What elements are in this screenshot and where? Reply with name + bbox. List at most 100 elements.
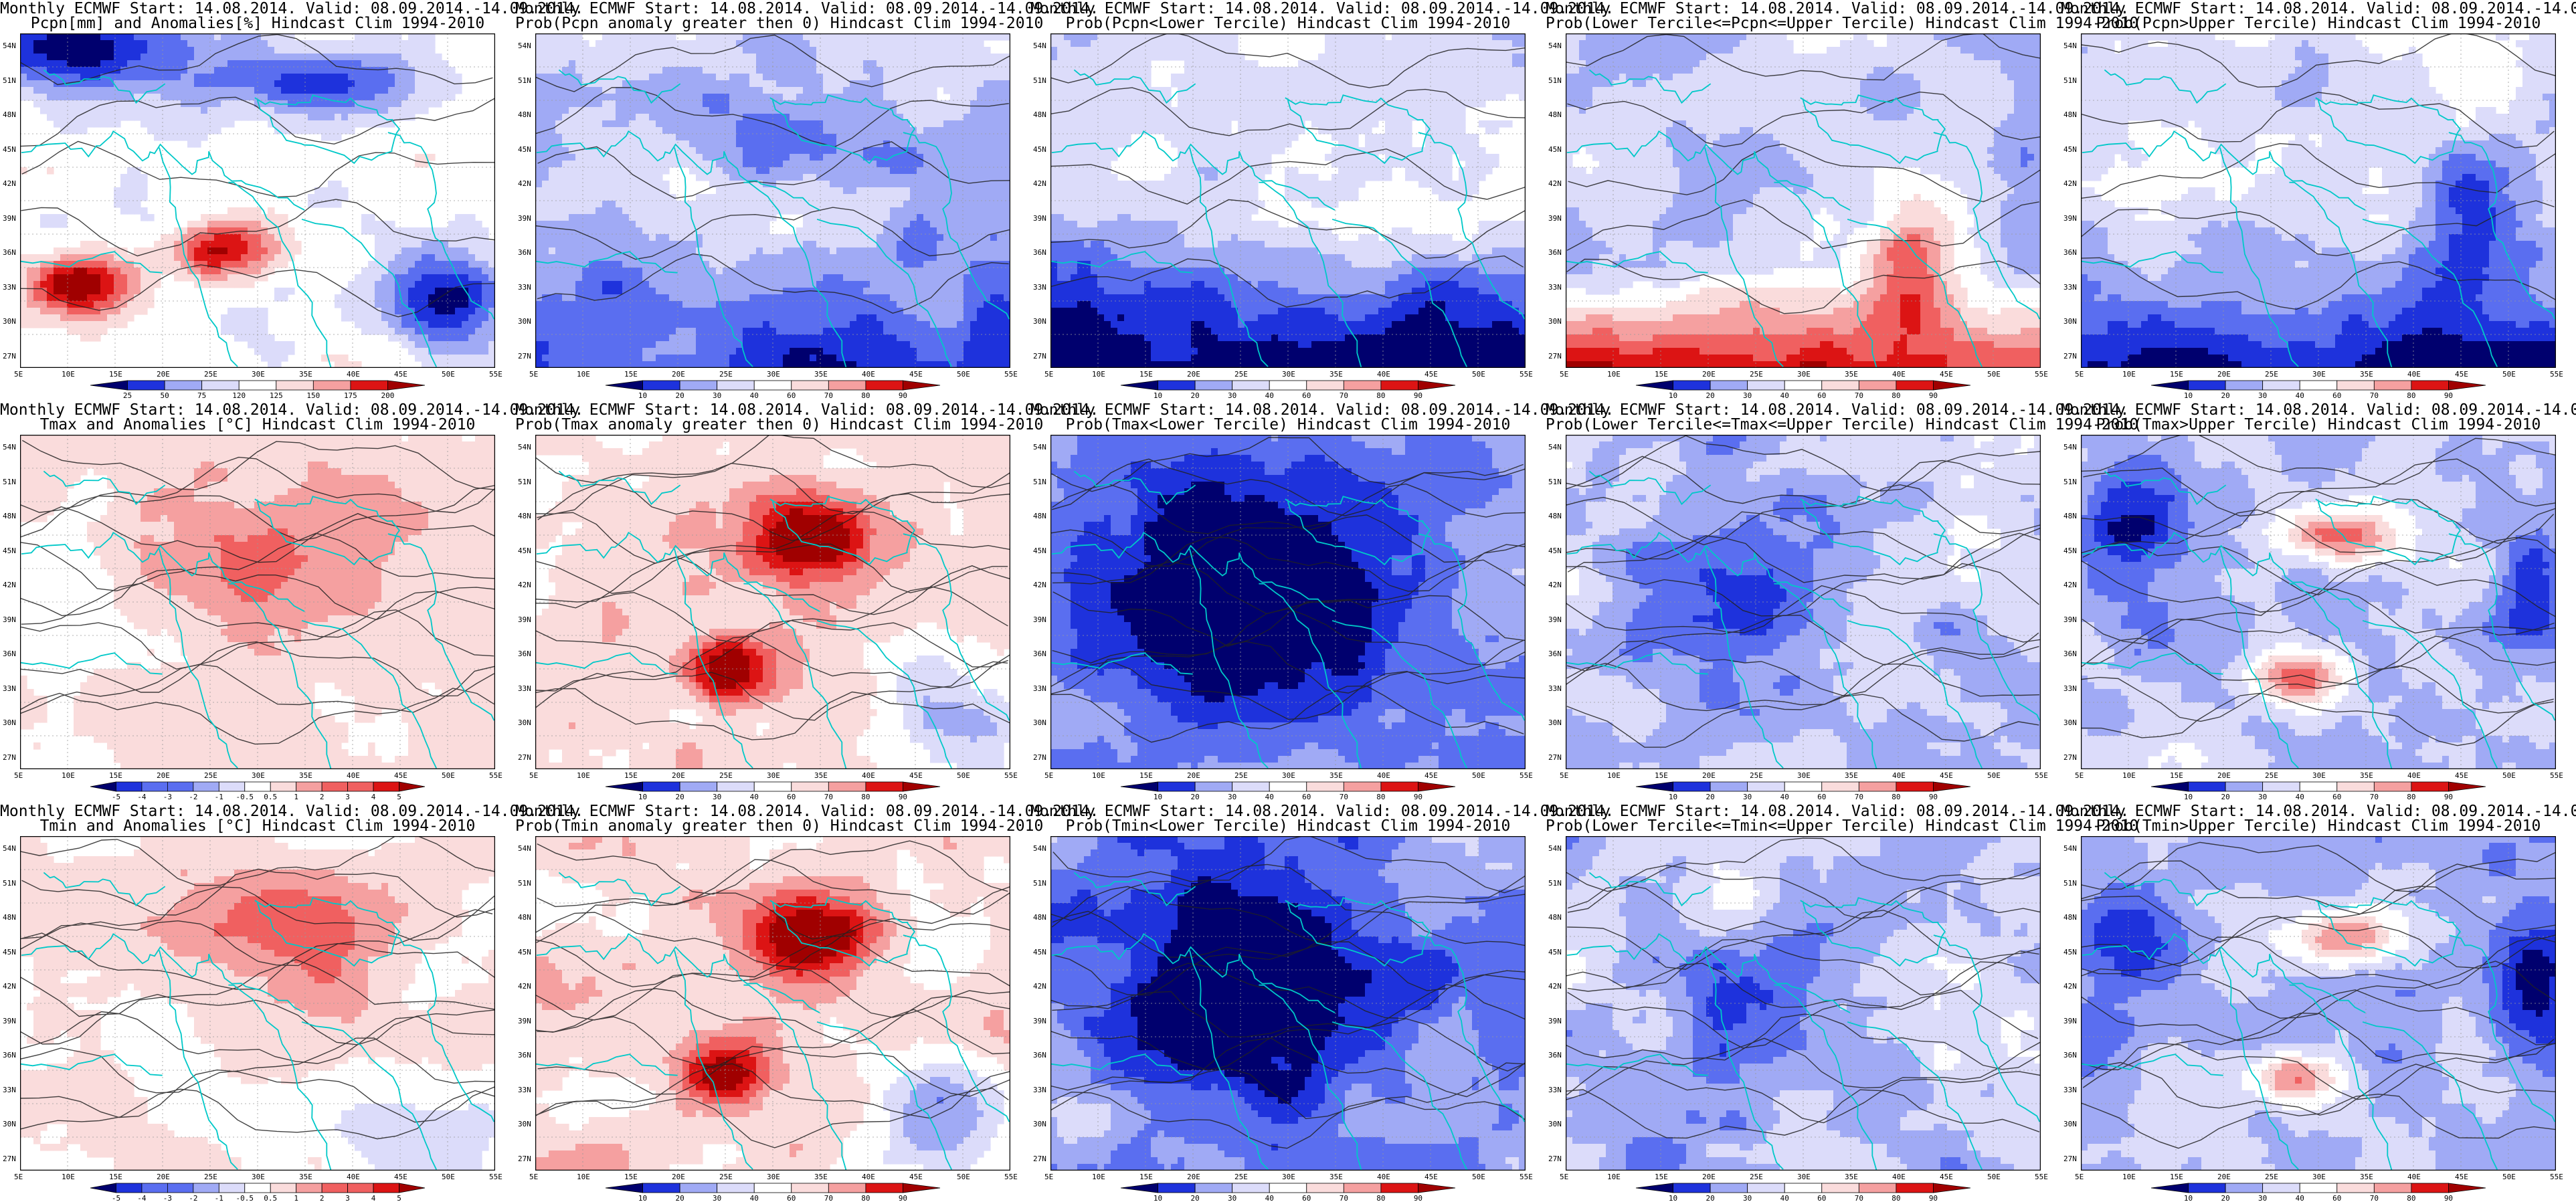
colorbar-label: 20 (1190, 392, 1199, 399)
latitude-label: 36N (1033, 650, 1046, 658)
longitude-label: 25E (1750, 371, 1763, 378)
map-panel: Monthly ECMWF Start: 14.08.2014. Valid: … (1030, 401, 1614, 803)
latitude-label: 30N (1548, 1120, 1562, 1128)
colorbar-label: 30 (1228, 1195, 1236, 1202)
latitude-label: 33N (2063, 685, 2077, 692)
latitude-label: 54N (3, 42, 16, 49)
longitude-label: 50E (957, 772, 970, 779)
longitude-label: 30E (1282, 371, 1295, 378)
colorbar-label: -1 (215, 1195, 223, 1202)
latitude-label: 48N (3, 111, 16, 118)
colorbar (605, 1183, 941, 1193)
latitude-label: 33N (3, 284, 16, 291)
latitude-label: 36N (1548, 249, 1562, 256)
longitude-label: 50E (1472, 1173, 1485, 1181)
latitude-label: 39N (1548, 616, 1562, 623)
latitude-label: 45N (3, 948, 16, 956)
latitude-label: 48N (1548, 512, 1562, 520)
latitude-label: 39N (1548, 1017, 1562, 1025)
latitude-label: 27N (1548, 353, 1562, 360)
map-field (535, 435, 1010, 769)
latitude-label: 30N (3, 318, 16, 325)
latitude-label: 54N (518, 845, 531, 852)
colorbar-label: 70 (1340, 392, 1348, 399)
latitude-label: 51N (2063, 880, 2077, 887)
longitude-label: 25E (2265, 371, 2278, 378)
latitude-label: 51N (518, 77, 531, 84)
longitude-label: 25E (1234, 371, 1248, 378)
map-panel: Monthly ECMWF Start: 14.08.2014. Valid: … (1546, 803, 2138, 1204)
panel-subtitle: Pcpn[mm] and Anomalies[%] Hindcast Clim … (0, 16, 515, 31)
panel-subtitle: Prob(Tmin>Upper Tercile) Hindcast Clim 1… (2061, 819, 2576, 834)
latitude-label: 39N (518, 616, 531, 623)
colorbar-label: 60 (2332, 392, 2341, 399)
latitude-label: 42N (518, 983, 531, 990)
colorbar-label: 90 (899, 793, 907, 801)
colorbar-label: 4 (371, 1195, 376, 1202)
longitude-label: 40E (1377, 371, 1390, 378)
colorbar-label: 80 (861, 392, 870, 399)
longitude-label: 55E (489, 1173, 502, 1181)
longitude-label: 55E (2550, 371, 2563, 378)
latitude-label: 33N (1548, 284, 1562, 291)
colorbar-label: 70 (1855, 392, 1863, 399)
longitude-label: 15E (624, 772, 638, 779)
map-field (20, 33, 495, 368)
latitude-label: 33N (1033, 1086, 1046, 1094)
longitude-label: 40E (862, 1173, 875, 1181)
longitude-label: 15E (2170, 371, 2183, 378)
panel-title: Monthly ECMWF Start: 14.08.2014. Valid: … (0, 804, 583, 819)
colorbar-label: 90 (2444, 392, 2453, 399)
longitude-label: 55E (2550, 1173, 2563, 1181)
latitude-label: 45N (3, 146, 16, 153)
longitude-label: 40E (2407, 1173, 2421, 1181)
panel-title: Monthly ECMWF Start: 14.08.2014. Valid: … (1546, 403, 2129, 418)
longitude-label: 5E (14, 371, 23, 378)
longitude-label: 30E (1797, 1173, 1811, 1181)
latitude-label: 36N (2063, 249, 2077, 256)
longitude-label: 25E (1234, 772, 1248, 779)
colorbar-label: 2 (320, 1195, 325, 1202)
latitude-label: 45N (3, 547, 16, 555)
latitude-label: 30N (518, 719, 531, 726)
latitude-label: 45N (1033, 948, 1046, 956)
longitude-label: 20E (1702, 371, 1716, 378)
colorbar-label: -3 (163, 793, 172, 801)
colorbar-label: 70 (1340, 1195, 1348, 1202)
latitude-label: 42N (518, 581, 531, 589)
longitude-label: 30E (767, 772, 780, 779)
colorbar-label: 10 (1154, 392, 1162, 399)
longitude-label: 40E (347, 772, 360, 779)
longitude-label: 50E (2502, 371, 2516, 378)
longitude-label: 45E (909, 772, 923, 779)
longitude-label: 5E (1044, 1173, 1053, 1181)
latitude-label: 27N (1033, 353, 1046, 360)
panel-title: Monthly ECMWF Start: 14.08.2014. Valid: … (515, 804, 1099, 819)
latitude-label: 27N (1033, 754, 1046, 761)
latitude-label: 39N (1033, 215, 1046, 222)
latitude-label: 54N (1548, 42, 1562, 49)
latitude-label: 39N (518, 215, 531, 222)
colorbar-label: 30 (1228, 793, 1236, 801)
colorbar-label: 60 (1817, 392, 1826, 399)
longitude-label: 55E (2035, 1173, 2048, 1181)
colorbar-label: 90 (2444, 1195, 2453, 1202)
longitude-label: 20E (157, 371, 170, 378)
map-field (2081, 435, 2556, 769)
latitude-label: 54N (1033, 443, 1046, 451)
latitude-label: 42N (1033, 581, 1046, 589)
longitude-label: 35E (1329, 1173, 1343, 1181)
longitude-label: 40E (862, 371, 875, 378)
colorbar-label: 1 (294, 1195, 298, 1202)
colorbar-label: 70 (1855, 1195, 1863, 1202)
latitude-label: 51N (1033, 77, 1046, 84)
longitude-label: 10E (1092, 772, 1105, 779)
longitude-label: 55E (1520, 1173, 1533, 1181)
longitude-label: 20E (2217, 1173, 2231, 1181)
colorbar (1120, 1183, 1456, 1193)
latitude-label: 42N (2063, 180, 2077, 187)
colorbar-label: 80 (1892, 793, 1900, 801)
longitude-label: 15E (1139, 772, 1153, 779)
colorbar-label: 90 (1929, 392, 1938, 399)
colorbar-label: -0.5 (236, 793, 254, 801)
